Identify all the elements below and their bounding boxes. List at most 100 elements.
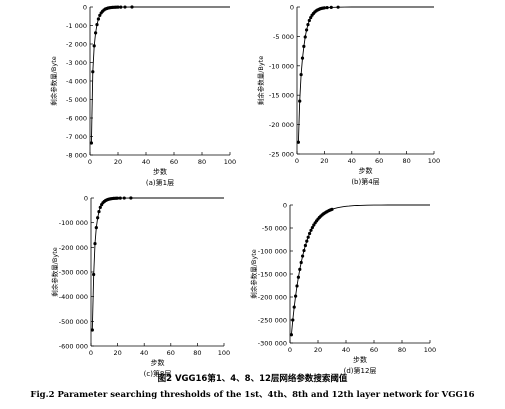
y-tick-label: -20 000	[269, 121, 294, 129]
data-point	[309, 15, 313, 20]
y-tick-label: 0	[290, 4, 294, 12]
chart-panel-4: 0 -50 000 -100 000 -150 000 -200 000 -250 000…	[249, 202, 436, 376]
chart-subtitle: (b)第4层	[351, 177, 379, 186]
y-tick-label: -300 000	[258, 340, 287, 348]
data-point	[299, 260, 303, 265]
y-axis-label: 剩余参数量/Byte	[256, 56, 265, 106]
data-point	[295, 284, 299, 288]
chart-subtitle: (a)第1层	[146, 178, 174, 187]
x-tick-label: 0	[288, 346, 292, 354]
data-point	[308, 231, 312, 236]
data-point	[305, 239, 309, 243]
x-axis-label: 步数	[151, 358, 165, 367]
series-line	[91, 197, 224, 331]
x-tick-label: 40	[342, 346, 350, 354]
data-point	[116, 196, 120, 200]
data-point	[289, 333, 293, 337]
data-point	[122, 196, 126, 200]
data-point	[129, 196, 133, 200]
x-tick-label: 80	[198, 158, 206, 166]
data-point	[310, 225, 314, 230]
figure-caption-en: Fig.2 Parameter searching thresholds of …	[30, 390, 475, 400]
y-tick-label: -100 000	[258, 248, 287, 256]
y-tick-label: -200 000	[59, 244, 88, 252]
data-point	[309, 228, 313, 232]
y-tick-label: -5 000	[66, 96, 87, 104]
y-tick-label: -100 000	[59, 219, 88, 227]
x-tick-label: 20	[113, 349, 121, 357]
x-axis-label: 步数	[353, 355, 367, 364]
series-line	[297, 6, 434, 143]
y-axis-label: 剩余参数量/Byte	[49, 56, 58, 106]
y-tick-label: -200 000	[258, 294, 287, 302]
y-tick-label: -25 000	[269, 151, 294, 159]
data-point	[329, 5, 333, 9]
x-tick-label: 80	[402, 157, 410, 165]
chart-panel-3: 0 -100 000 -200 000 -300 000 -400 000 -500 00…	[50, 195, 230, 379]
x-tick-label: 60	[375, 157, 383, 165]
data-point	[119, 5, 123, 9]
data-point	[302, 44, 306, 48]
y-tick-label: -7 000	[66, 133, 87, 141]
y-tick-label: -4 000	[66, 78, 87, 86]
y-tick-label: -150 000	[258, 271, 287, 279]
y-tick-label: -1 000	[66, 22, 87, 30]
data-point	[291, 318, 295, 322]
x-tick-label: 100	[224, 158, 236, 166]
y-tick-label: -8 000	[66, 152, 87, 160]
y-tick-label: -3 000	[66, 59, 87, 67]
x-axis-label: 步数	[153, 167, 167, 176]
data-point	[307, 18, 311, 23]
data-point	[303, 35, 307, 39]
x-tick-label: 20	[320, 157, 328, 165]
x-tick-label: 60	[370, 346, 378, 354]
data-point	[306, 23, 310, 27]
data-point	[90, 328, 94, 332]
data-point	[296, 275, 300, 279]
data-point	[325, 5, 329, 10]
y-tick-label: -2 000	[66, 41, 87, 49]
y-tick-label: -5 000	[273, 33, 294, 41]
data-point	[94, 31, 98, 35]
chart-subtitle: (d)第12层	[344, 366, 377, 375]
y-tick-label: -10 000	[269, 62, 294, 70]
y-axis-label: 剩余参数量/Byte	[50, 247, 59, 297]
x-tick-label: 60	[170, 158, 178, 166]
data-point	[130, 5, 134, 9]
x-tick-label: 20	[114, 158, 122, 166]
y-tick-label: 0	[283, 202, 287, 210]
y-tick-label: -50 000	[262, 225, 287, 233]
y-tick-label: -6 000	[66, 115, 87, 123]
data-point	[123, 5, 127, 9]
figure-caption-cn: 图2 VGG16第1、4、8、12层网络参数搜索阈值	[157, 374, 348, 384]
data-point	[298, 99, 302, 103]
x-tick-label: 40	[142, 158, 150, 166]
x-tick-label: 100	[428, 157, 440, 165]
x-tick-label: 100	[424, 346, 436, 354]
y-tick-label: -15 000	[269, 92, 294, 100]
y-tick-label: -250 000	[258, 317, 287, 325]
y-tick-label: -300 000	[59, 269, 88, 277]
data-point	[304, 28, 309, 32]
data-point	[96, 17, 100, 21]
x-axis-label: 步数	[359, 166, 373, 175]
data-point	[97, 209, 101, 214]
x-tick-label: 40	[348, 157, 356, 165]
data-point	[118, 196, 122, 200]
data-point	[336, 5, 340, 9]
data-point	[292, 305, 296, 309]
y-tick-label: -400 000	[59, 293, 88, 301]
data-point	[294, 294, 298, 298]
y-tick-label: -600 000	[59, 343, 88, 351]
data-point	[300, 56, 305, 60]
data-point	[299, 73, 303, 77]
x-tick-label: 80	[193, 349, 201, 357]
data-point	[94, 226, 98, 230]
data-point	[303, 243, 307, 248]
x-tick-label: 100	[218, 349, 230, 357]
y-axis-label: 剩余参数量/Byte	[249, 249, 258, 299]
data-point	[306, 235, 310, 239]
series-line	[90, 6, 230, 144]
data-point	[298, 267, 302, 271]
